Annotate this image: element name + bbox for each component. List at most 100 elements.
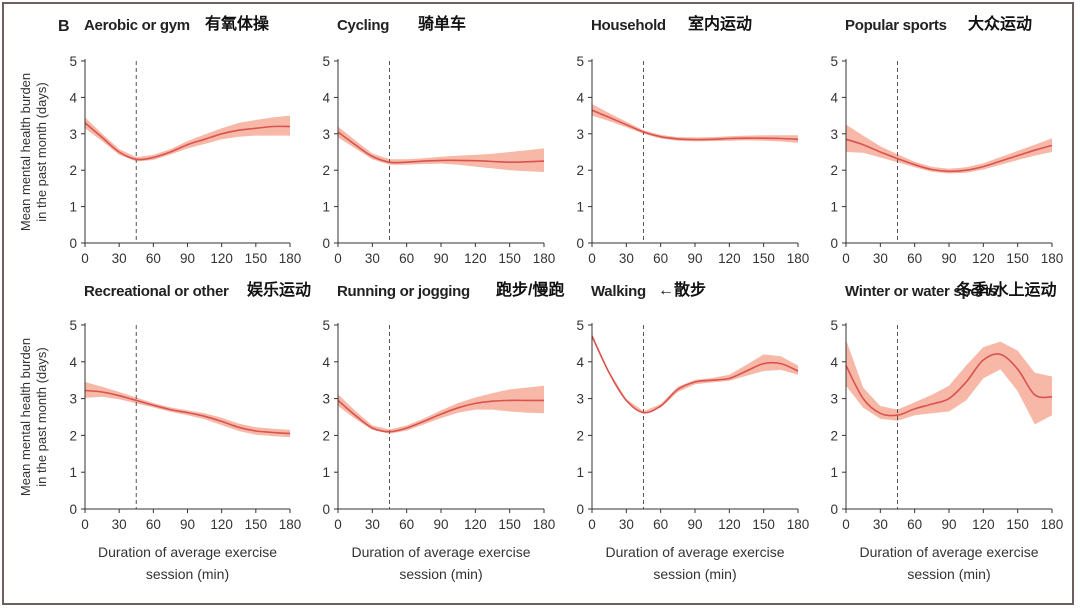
x-tick-label: 30 <box>112 517 127 532</box>
y-tick-label: 1 <box>69 200 77 215</box>
x-axis-label-line2: session (min) <box>399 566 482 582</box>
chart-panel-1: Aerobic or gym 有氧体操 0 1 2 3 4 5 0 30 60 90 120 150 180 <box>69 14 301 266</box>
x-tick-label: 0 <box>842 251 850 266</box>
figure-border <box>2 2 1074 605</box>
x-axis-label-line1: Duration of average exercise <box>606 544 785 560</box>
y-tick-label: 2 <box>69 428 77 443</box>
x-axis-label-line2: session (min) <box>146 566 229 582</box>
x-tick-label: 120 <box>210 251 233 266</box>
chart-title-cn: ←散步 <box>658 280 706 299</box>
chart-title: Cycling <box>337 17 389 34</box>
x-tick-label: 90 <box>687 251 702 266</box>
y-tick-label: 4 <box>830 90 838 105</box>
y-tick-label: 5 <box>69 54 77 69</box>
y-tick-label: 1 <box>322 465 330 480</box>
x-tick-label: 150 <box>245 251 268 266</box>
chart-panel-6: Running or jogging 跑步/慢跑 0 1 2 3 4 5 0 30 60 90 120 1… <box>322 280 564 582</box>
series-line <box>845 138 1053 173</box>
y-tick-label: 4 <box>69 355 77 370</box>
chart-panel-2: Cycling 骑单车 0 1 2 3 4 5 0 30 60 90 120 150 180 <box>322 14 555 266</box>
y-tick-label: 0 <box>69 236 77 251</box>
x-tick-label: 120 <box>464 251 487 266</box>
y-axis-label-row-1: Mean mental health burden in the past mon… <box>18 73 49 231</box>
y-axis-label-line1: Mean mental health burden <box>18 73 33 231</box>
x-tick-label: 150 <box>498 251 521 266</box>
series-line <box>591 335 799 414</box>
chart-title: Running or jogging <box>337 283 470 300</box>
x-axis-label-line1: Duration of average exercise <box>98 544 277 560</box>
x-tick-label: 180 <box>787 251 810 266</box>
x-tick-label: 0 <box>334 251 342 266</box>
x-tick-label: 180 <box>279 251 302 266</box>
chart-title-cn: 娱乐运动 <box>247 280 311 299</box>
x-tick-label: 150 <box>1006 251 1029 266</box>
x-tick-label: 30 <box>873 517 888 532</box>
x-tick-label: 60 <box>399 251 414 266</box>
confidence-band <box>85 115 290 162</box>
y-tick-label: 2 <box>830 428 838 443</box>
x-tick-label: 30 <box>619 251 634 266</box>
x-tick-label: 60 <box>907 517 922 532</box>
y-tick-label: 3 <box>322 127 330 142</box>
x-tick-label: 150 <box>1006 517 1029 532</box>
x-tick-label: 60 <box>146 251 161 266</box>
y-tick-label: 5 <box>576 54 584 69</box>
x-tick-label: 90 <box>180 251 195 266</box>
x-axis-label-line1: Duration of average exercise <box>352 544 531 560</box>
y-tick-label: 5 <box>69 318 77 333</box>
chart-title: Household <box>591 17 666 34</box>
y-tick-label: 2 <box>576 428 584 443</box>
y-tick-label: 3 <box>830 127 838 142</box>
x-tick-label: 30 <box>873 251 888 266</box>
y-tick-label: 0 <box>830 236 838 251</box>
y-tick-label: 4 <box>576 90 584 105</box>
confidence-band <box>85 382 290 438</box>
chart-title: Recreational or other <box>84 283 229 300</box>
y-tick-label: 1 <box>830 465 838 480</box>
x-tick-label: 120 <box>972 251 995 266</box>
x-tick-label: 0 <box>334 517 342 532</box>
chart-panel-4: Popular sports 大众运动 0 1 2 3 4 5 0 30 60 90 120 150 180 <box>830 14 1063 266</box>
x-tick-label: 150 <box>498 517 521 532</box>
y-tick-label: 3 <box>830 392 838 407</box>
chart-title-cn: 有氧体操 <box>205 14 270 33</box>
x-tick-label: 0 <box>588 251 596 266</box>
x-tick-label: 180 <box>1041 251 1064 266</box>
chart-title-cn: 骑单车 <box>418 14 466 33</box>
x-tick-label: 180 <box>1041 517 1064 532</box>
y-tick-label: 3 <box>322 392 330 407</box>
confidence-band <box>846 339 1052 425</box>
y-tick-label: 4 <box>322 355 330 370</box>
y-axis-label-line2: in the past month (days) <box>34 82 49 221</box>
series-line <box>845 353 1053 417</box>
y-tick-label: 0 <box>69 502 77 517</box>
x-tick-label: 30 <box>365 517 380 532</box>
y-axis-label-row-2: Mean mental health burden in the past mon… <box>18 338 49 496</box>
x-tick-label: 60 <box>653 251 668 266</box>
chart-title-cn: 冬季/水上运动 <box>956 280 1056 299</box>
chart-title-cn: 大众运动 <box>968 14 1032 33</box>
y-axis-label-line1: Mean mental health burden <box>18 338 33 496</box>
x-axis-label-line1: Duration of average exercise <box>860 544 1039 560</box>
confidence-band <box>846 124 1052 174</box>
x-tick-label: 90 <box>687 517 702 532</box>
y-tick-label: 5 <box>322 318 330 333</box>
x-tick-label: 0 <box>81 251 89 266</box>
y-tick-label: 5 <box>322 54 330 69</box>
chart-panel-7: Walking ←散步 0 1 2 3 4 5 0 30 60 90 120 150 180Duration… <box>576 280 809 582</box>
x-tick-label: 60 <box>653 517 668 532</box>
panel-letter: B <box>58 18 70 35</box>
x-tick-label: 60 <box>907 251 922 266</box>
chart-title: Winter or water sports <box>845 283 997 300</box>
x-tick-label: 150 <box>752 517 775 532</box>
y-tick-label: 4 <box>576 355 584 370</box>
y-tick-label: 0 <box>576 502 584 517</box>
series-line <box>337 131 545 164</box>
chart-title: Walking <box>591 283 646 300</box>
x-tick-label: 180 <box>533 517 556 532</box>
y-tick-label: 1 <box>576 465 584 480</box>
y-tick-label: 2 <box>576 163 584 178</box>
x-tick-label: 120 <box>718 251 741 266</box>
